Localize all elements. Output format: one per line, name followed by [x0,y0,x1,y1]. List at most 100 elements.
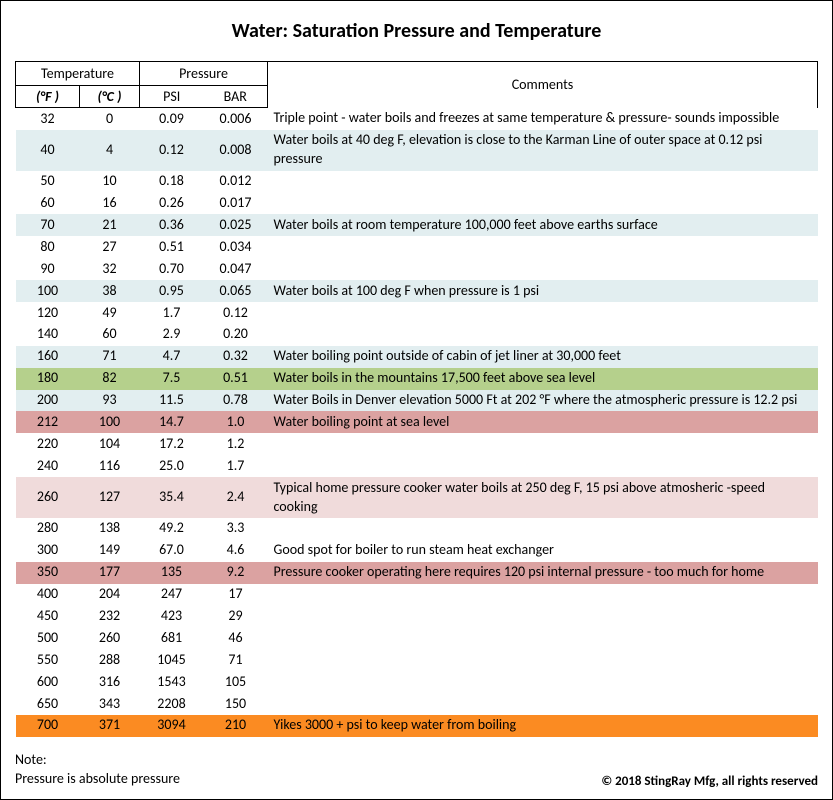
table-row: 30014967.04.6Good spot for boiler to run… [16,540,818,562]
cell-psi: 1543 [140,671,204,693]
cell-deg-f: 120 [16,302,80,324]
cell-psi: 1.7 [140,302,204,324]
cell-psi: 0.36 [140,214,204,236]
table-row: 3200.090.006Triple point - water boils a… [16,108,818,130]
cell-bar: 0.32 [204,346,268,368]
table-row: 140602.90.20 [16,324,818,346]
cell-psi: 0.18 [140,171,204,193]
footer-note-label: Note: [15,751,47,768]
cell-deg-f: 80 [16,236,80,258]
header-deg-c: (°C ) [80,86,140,108]
cell-deg-f: 90 [16,258,80,280]
header-row-1: Temperature Pressure Comments [16,62,818,86]
cell-psi: 4.7 [140,346,204,368]
cell-bar: 0.034 [204,236,268,258]
cell-deg-c: 316 [80,671,140,693]
cell-psi: 35.4 [140,477,204,518]
cell-comment [268,433,818,455]
cell-deg-c: 104 [80,433,140,455]
cell-comment [268,649,818,671]
cell-bar: 2.4 [204,477,268,518]
cell-psi: 49.2 [140,518,204,540]
cell-bar: 0.025 [204,214,268,236]
cell-bar: 0.12 [204,302,268,324]
cell-deg-c: 204 [80,584,140,606]
cell-psi: 247 [140,584,204,606]
cell-bar: 29 [204,605,268,627]
cell-deg-c: 27 [80,236,140,258]
cell-comment [268,518,818,540]
cell-deg-f: 600 [16,671,80,693]
cell-deg-c: 16 [80,193,140,215]
table-row: 120491.70.12 [16,302,818,324]
cell-psi: 0.95 [140,280,204,302]
cell-deg-f: 700 [16,715,80,737]
cell-comment: Water boils in the mountains 17,500 feet… [268,368,818,390]
cell-deg-f: 220 [16,433,80,455]
cell-psi: 0.09 [140,108,204,130]
cell-psi: 135 [140,562,204,584]
cell-comment [268,236,818,258]
cell-comment: Water boils at 40 deg F, elevation is cl… [268,130,818,171]
cell-psi: 7.5 [140,368,204,390]
cell-deg-c: 49 [80,302,140,324]
cell-bar: 1.7 [204,455,268,477]
cell-deg-f: 300 [16,540,80,562]
cell-psi: 1045 [140,649,204,671]
cell-bar: 17 [204,584,268,606]
cell-deg-f: 400 [16,584,80,606]
cell-deg-c: 149 [80,540,140,562]
footer-copyright: © 2018 StingRay Mfg, all rights reserved [601,774,818,789]
cell-comment [268,584,818,606]
cell-comment: Triple point - water boils and freezes a… [268,108,818,130]
cell-deg-f: 280 [16,518,80,540]
cell-deg-c: 10 [80,171,140,193]
cell-deg-f: 180 [16,368,80,390]
cell-deg-c: 138 [80,518,140,540]
cell-bar: 3.3 [204,518,268,540]
cell-deg-c: 32 [80,258,140,280]
cell-bar: 0.78 [204,390,268,412]
page-title: Water: Saturation Pressure and Temperatu… [15,19,818,43]
cell-bar: 0.008 [204,130,268,171]
cell-deg-f: 32 [16,108,80,130]
table-row: 50100.180.012 [16,171,818,193]
cell-bar: 9.2 [204,562,268,584]
cell-deg-c: 100 [80,411,140,433]
cell-deg-c: 0 [80,108,140,130]
cell-comment: Water boiling point at sea level [268,411,818,433]
table-row: 6503432208150 [16,693,818,715]
cell-deg-f: 260 [16,477,80,518]
cell-deg-f: 50 [16,171,80,193]
cell-deg-f: 212 [16,411,80,433]
table-row: 160714.70.32Water boiling point outside … [16,346,818,368]
header-comments: Comments [268,62,818,108]
cell-comment: Water Boils in Denver elevation 5000 Ft … [268,390,818,412]
cell-psi: 11.5 [140,390,204,412]
cell-deg-f: 40 [16,130,80,171]
cell-deg-f: 240 [16,455,80,477]
table-row: 2009311.50.78Water Boils in Denver eleva… [16,390,818,412]
cell-comment: Yikes 3000 + psi to keep water from boil… [268,715,818,737]
cell-deg-c: 38 [80,280,140,302]
cell-psi: 2208 [140,693,204,715]
cell-bar: 210 [204,715,268,737]
cell-deg-f: 350 [16,562,80,584]
saturation-table: Temperature Pressure Comments (°F ) (°C … [15,61,818,737]
cell-psi: 423 [140,605,204,627]
cell-psi: 67.0 [140,540,204,562]
table-row: 3501771359.2Pressure cooker operating he… [16,562,818,584]
cell-deg-c: 260 [80,627,140,649]
cell-comment: Water boils at 100 deg F when pressure i… [268,280,818,302]
cell-bar: 46 [204,627,268,649]
cell-bar: 0.065 [204,280,268,302]
cell-deg-c: 4 [80,130,140,171]
table-row: 6003161543105 [16,671,818,693]
table-row: 90320.700.047 [16,258,818,280]
cell-bar: 0.017 [204,193,268,215]
table-row: 45023242329 [16,605,818,627]
cell-deg-c: 288 [80,649,140,671]
cell-deg-f: 70 [16,214,80,236]
cell-comment: Typical home pressure cooker water boils… [268,477,818,518]
cell-deg-f: 160 [16,346,80,368]
